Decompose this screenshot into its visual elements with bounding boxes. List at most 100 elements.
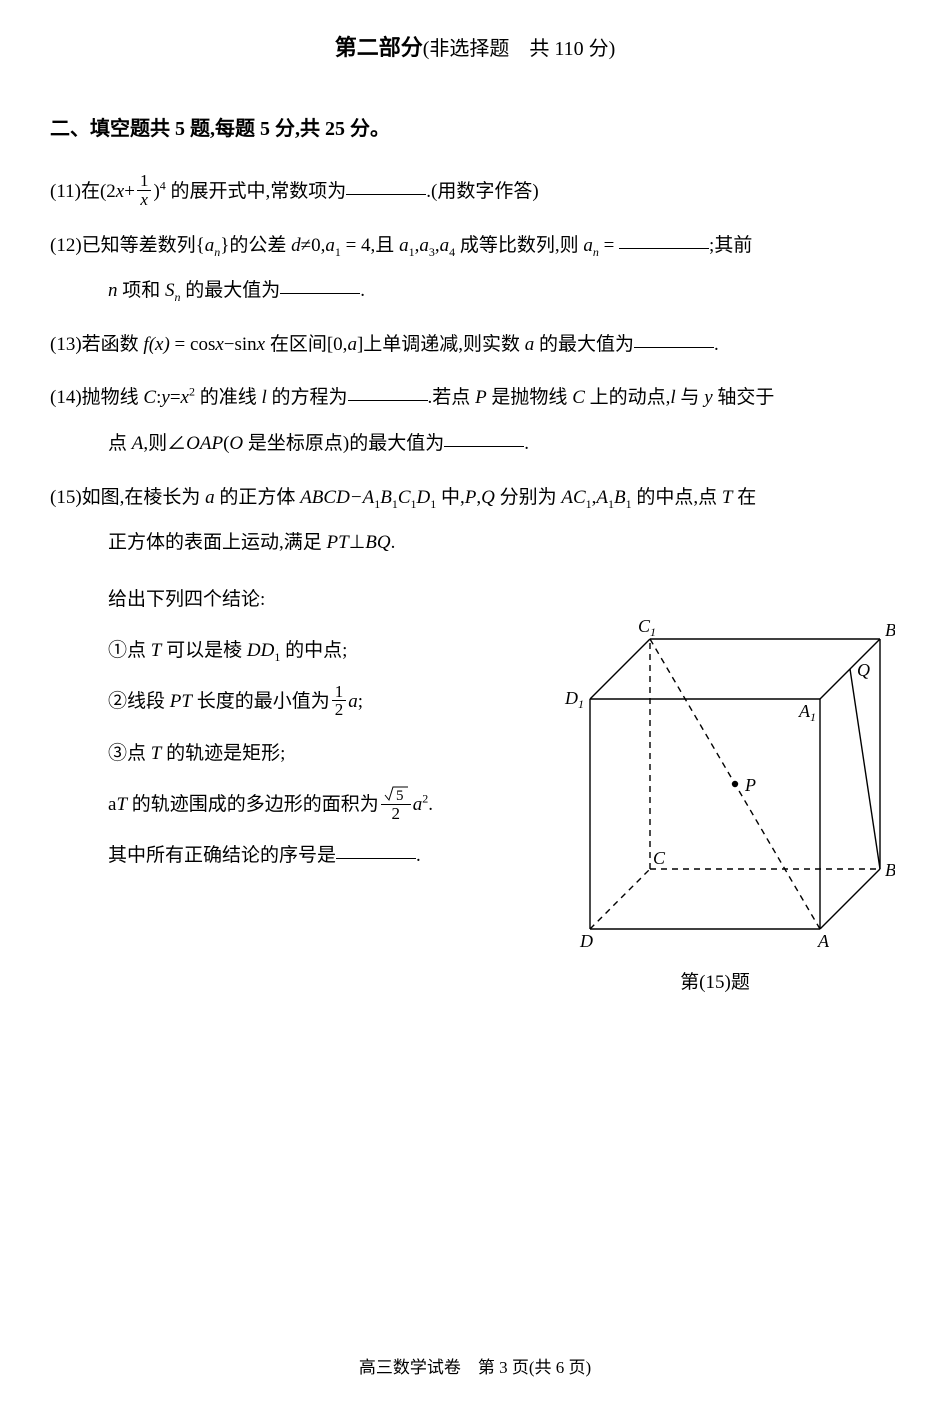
q15-blank	[336, 840, 416, 859]
q15-i1a: ①点	[108, 640, 151, 661]
q13-d: 的最大值为	[534, 334, 634, 355]
svg-text:Q: Q	[857, 660, 870, 680]
q14-num: (14)	[50, 387, 82, 408]
question-12: (12)已知等差数列{an}的公差 d≠0,a1 = 4,且 a1,a3,a4 …	[50, 223, 900, 314]
q15-i2-frac: 12	[332, 683, 347, 720]
svg-text:A1: A1	[798, 701, 816, 724]
svg-text:A: A	[817, 931, 830, 951]
q13-eq: = cos	[170, 334, 216, 355]
q12-d: d	[291, 235, 301, 256]
q12-line2: n 项和 Sn 的最大值为.	[50, 268, 900, 314]
q12-a1: a	[325, 235, 335, 256]
q15-b: 的正方体	[215, 487, 301, 508]
q15-a: 如图,在棱长为	[82, 487, 206, 508]
q12-blank1	[619, 230, 709, 249]
question-14: (14)抛物线 C:y=x2 的准线 l 的方程为.若点 P 是抛物线 C 上的…	[50, 375, 900, 466]
svg-text:5: 5	[396, 788, 404, 802]
q13-p: .	[714, 334, 719, 355]
q12-l2b: 项和	[118, 280, 166, 301]
question-13: (13)若函数 f(x) = cosx−sinx 在区间[0,a]上单调递减,则…	[50, 322, 900, 368]
q14-ya: y	[704, 387, 712, 408]
q12-a12: a	[399, 235, 409, 256]
q15-i1b: 可以是棱	[161, 640, 247, 661]
svg-text:B1: B1	[885, 620, 895, 643]
q14-O: O	[229, 433, 243, 454]
q12-a3: a	[419, 235, 429, 256]
q15-PT: PT	[327, 532, 349, 553]
q14-g: 与	[676, 387, 705, 408]
q12-eq: =	[599, 235, 619, 256]
q15-i2fn: 1	[332, 683, 347, 702]
q15-P: P	[465, 487, 477, 508]
q15-f: 在	[732, 487, 756, 508]
q15-item3: ③点 T 的轨迹是矩形;	[50, 728, 530, 779]
q15-i4fd: 2	[381, 805, 411, 823]
q15-fp: .	[416, 845, 421, 866]
q12-a: 已知等差数列{	[82, 235, 205, 256]
q14-l2a: 点	[108, 433, 132, 454]
svg-text:B: B	[885, 860, 895, 880]
q15-i4c: .	[428, 794, 433, 815]
q14-p: .	[524, 433, 529, 454]
q15-i1T: T	[151, 640, 162, 661]
q12-neq: ≠0,	[301, 235, 326, 256]
q14-C2: C	[572, 387, 585, 408]
part-sub: (非选择题 共 110 分)	[423, 38, 616, 60]
part-header: 第二部分(非选择题 共 110 分)	[50, 30, 900, 62]
q11-num: (11)	[50, 181, 81, 202]
svg-text:C1: C1	[638, 616, 656, 639]
q15-i2b: 长度的最小值为	[192, 691, 330, 712]
q15-i1DD: DD	[247, 640, 274, 661]
q15-i4T: T	[116, 794, 127, 815]
q15-B: B	[380, 487, 392, 508]
q15-l2: 正方体的表面上运动,满足	[108, 532, 327, 553]
svg-text:C: C	[653, 848, 666, 868]
q12-c: 成等比数列,则	[455, 235, 583, 256]
q13-num: (13)	[50, 334, 82, 355]
q15-figure-col: C1 B1 D1 A1 Q P C B D A 第(15)题	[530, 574, 900, 994]
part-main: 第二部分	[335, 35, 423, 60]
q14-a: 抛物线	[82, 387, 144, 408]
q15-i2a2: a	[348, 691, 358, 712]
q15-perp: ⊥	[349, 532, 366, 553]
q12-p: .	[360, 280, 365, 301]
q15-i2c: ;	[358, 691, 363, 712]
q15-AB: A	[596, 487, 608, 508]
q15-i4av: a	[413, 794, 423, 815]
figure-caption: 第(15)题	[530, 967, 900, 994]
q14-l2b: ,则∠	[143, 433, 186, 454]
q14-A: A	[132, 433, 144, 454]
q12-tail1: ;其前	[709, 235, 752, 256]
q11-tail: .(用数字作答)	[426, 181, 538, 202]
q12-n: n	[108, 280, 118, 301]
q15-i3T: T	[151, 743, 162, 764]
q14-y: y	[161, 387, 169, 408]
q15-i1c: 的中点;	[280, 640, 347, 661]
q15-Q: Q	[481, 487, 495, 508]
q11-frac: 1x	[137, 172, 152, 209]
section-title: 二、填空题共 5 题,每题 5 分,共 25 分。	[50, 112, 900, 141]
cube-figure: C1 B1 D1 A1 Q P C B D A	[535, 584, 895, 954]
q15-num: (15)	[50, 487, 82, 508]
q14-h: 轴交于	[713, 387, 775, 408]
q12-blank2	[280, 275, 360, 294]
q15-final: 其中所有正确结论的序号是.	[50, 830, 530, 881]
q15-BQ: BQ	[365, 532, 390, 553]
svg-text:D1: D1	[564, 688, 584, 711]
q11-pre: 在(2	[81, 181, 116, 202]
q15-intro: 给出下列四个结论:	[50, 574, 530, 625]
q13-a2: a	[525, 334, 535, 355]
q15-av: a	[205, 487, 215, 508]
q13-b: 在区间[0,	[265, 334, 347, 355]
q15-l2e: .	[391, 532, 396, 553]
q15-item4: aT 的轨迹围成的多边形的面积为52a2.	[50, 779, 530, 830]
q14-f: 上的动点,	[585, 387, 671, 408]
q15-ABB: B	[614, 487, 626, 508]
q15-i4fn: 5	[381, 785, 411, 805]
q11-frac-num: 1	[137, 172, 152, 191]
q13-m: −sin	[224, 334, 257, 355]
q13-a: 若函数	[82, 334, 144, 355]
q15-AC: AC	[561, 487, 585, 508]
q15-i3b: 的轨迹是矩形;	[161, 743, 285, 764]
q12-l2c: 的最大值为	[181, 280, 281, 301]
